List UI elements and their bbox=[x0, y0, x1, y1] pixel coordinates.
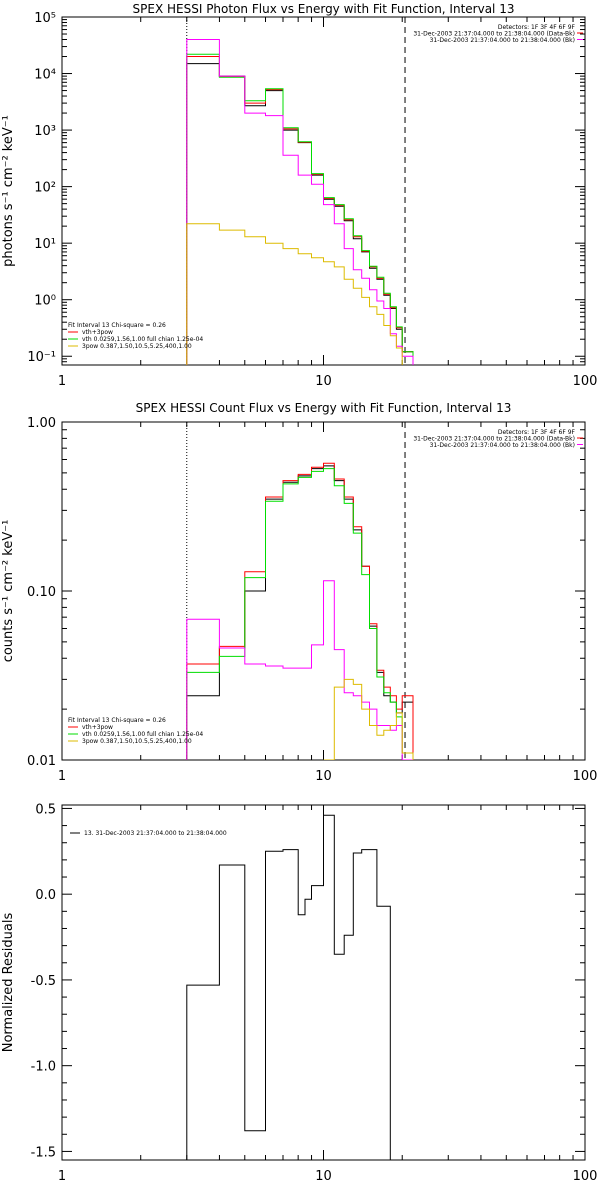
residuals-panel: Normalized Residuals 1 10 100 -1.5 -1.0 -0.5 0.… bbox=[1, 802, 597, 1184]
y-axis-label: counts s⁻¹ cm⁻² keV⁻¹ bbox=[1, 520, 16, 663]
chart-title: SPEX HESSI Photon Flux vs Energy with Fi… bbox=[133, 2, 515, 16]
header-line: 31-Dec-2003 21:37:04.000 to 21:38:04.000… bbox=[430, 442, 575, 449]
legend-entry: vth 0.0259,1.56,1.00 full chian 1.25e-04 bbox=[82, 731, 203, 738]
header-line: Detectors: 1F 3F 4F 6F 9F bbox=[498, 429, 576, 436]
header-line: 31-Dec-2003 21:37:04.000 to 21:38:04.000… bbox=[413, 31, 575, 38]
y-tick-label: -1.0 bbox=[31, 1060, 56, 1075]
header-line: Detectors: 1F 3F 4F 6F 9F bbox=[498, 24, 576, 31]
legend-entry: 3pow 0.387,1.50,10.5,5.25,400,1.00 bbox=[82, 343, 192, 350]
data-series-1 bbox=[186, 462, 414, 760]
y-tick-label: 0.0 bbox=[35, 888, 56, 903]
x-tick-label: 10 bbox=[315, 374, 332, 389]
data-series-0 bbox=[186, 465, 414, 760]
header-line: 31-Dec-2003 21:37:04.000 to 21:38:04.000… bbox=[413, 436, 575, 443]
y-tick-label: 0.5 bbox=[35, 802, 56, 817]
x-tick-label: 1 bbox=[58, 374, 66, 389]
legend-entry: vth+3pow bbox=[82, 329, 113, 336]
x-tick-label: 1 bbox=[58, 1169, 66, 1184]
x-tick-label: 100 bbox=[573, 1169, 598, 1184]
legend-entry: 13. 31-Dec-2003 21:37:04.000 to 21:38:04… bbox=[84, 830, 227, 837]
x-tick-label: 1 bbox=[58, 769, 66, 784]
y-tick-label: 10² bbox=[34, 181, 56, 196]
y-tick-label: -0.5 bbox=[31, 974, 56, 989]
y-axis-label: Normalized Residuals bbox=[1, 913, 16, 1053]
data-series-2 bbox=[186, 468, 414, 760]
legend-entry: vth 0.0259,1.56,1.00 full chian 1.25e-04 bbox=[82, 336, 203, 343]
chart-title: SPEX HESSI Count Flux vs Energy with Fit… bbox=[136, 401, 512, 415]
data-series-4 bbox=[186, 223, 403, 365]
x-tick-label: 10 bbox=[315, 769, 332, 784]
data-series-3 bbox=[186, 39, 414, 365]
count-flux-panel: SPEX HESSI Count Flux vs Energy with Fit… bbox=[1, 401, 597, 784]
legend-entry: vth+3pow bbox=[82, 724, 113, 731]
y-tick-label: 10⁴ bbox=[34, 68, 56, 83]
x-tick-label: 100 bbox=[573, 374, 598, 389]
data-series-1 bbox=[186, 56, 414, 365]
legend-entry: Fit Interval 13 Chi-square = 0.26 bbox=[68, 717, 166, 724]
x-tick-label: 10 bbox=[315, 1169, 332, 1184]
y-tick-label: 10⁵ bbox=[34, 11, 56, 26]
y-tick-label: 10⁰ bbox=[34, 294, 56, 309]
y-tick-label: 0.10 bbox=[27, 585, 56, 600]
data-series-2 bbox=[186, 53, 414, 365]
y-tick-label: -1.5 bbox=[31, 1145, 56, 1160]
y-tick-label: 0.01 bbox=[27, 754, 56, 769]
x-tick-label: 100 bbox=[573, 769, 598, 784]
data-series-4 bbox=[323, 678, 414, 760]
data-series-0 bbox=[186, 63, 414, 365]
legend-entry: 3pow 0.387,1.50,10.5,5.25,400,1.00 bbox=[82, 738, 192, 745]
legend-entry: Fit Interval 13 Chi-square = 0.26 bbox=[68, 322, 166, 329]
y-tick-label: 10¹ bbox=[34, 237, 56, 252]
y-axis-label: photons s⁻¹ cm⁻² keV⁻¹ bbox=[1, 115, 16, 267]
y-tick-label: 10³ bbox=[34, 124, 56, 139]
photon-flux-panel: SPEX HESSI Photon Flux vs Energy with Fi… bbox=[1, 2, 597, 389]
data-series-0 bbox=[186, 814, 391, 1160]
header-line: 31-Dec-2003 21:37:04.000 to 21:38:04.000… bbox=[430, 37, 575, 44]
y-tick-label: 1.00 bbox=[27, 416, 56, 431]
y-tick-label: 10⁻¹ bbox=[27, 350, 56, 365]
